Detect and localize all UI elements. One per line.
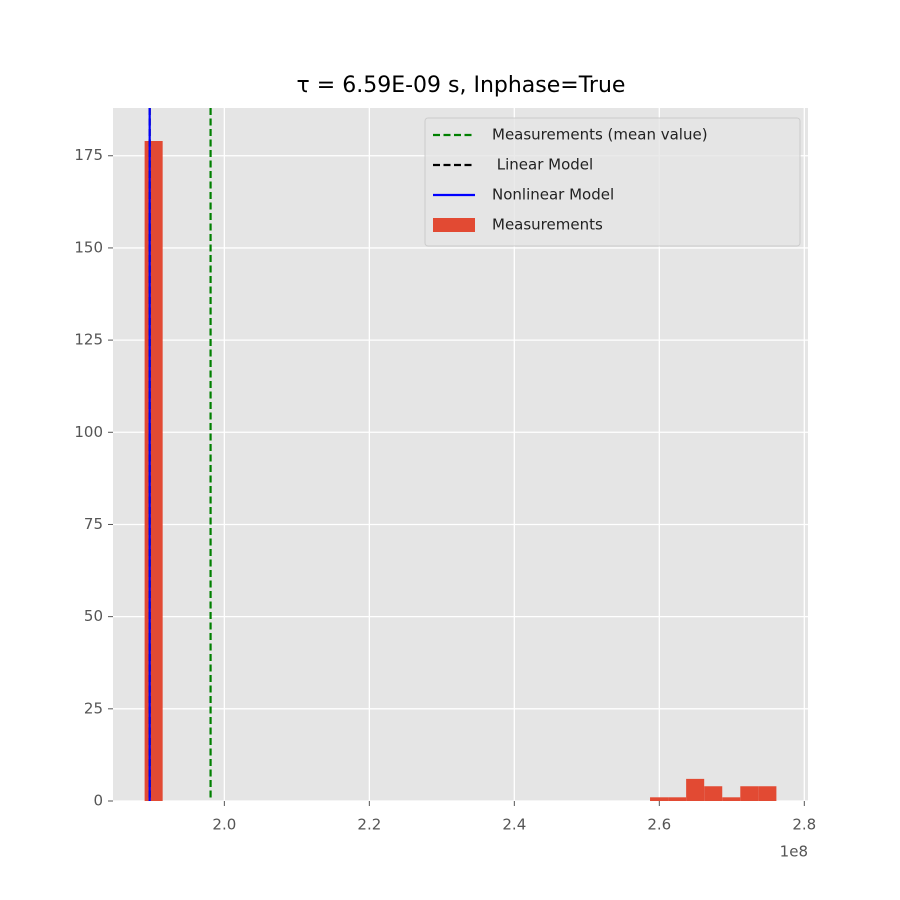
grid (113, 108, 808, 802)
marks (144, 108, 777, 801)
y-tick-label: 125 (74, 331, 103, 349)
chart-title: τ = 6.59E-09 s, Inphase=True (297, 73, 626, 98)
bar (686, 778, 705, 801)
bar (740, 786, 759, 801)
legend-label: Measurements (492, 216, 603, 234)
y-tick-label: 0 (93, 792, 103, 810)
x-offset-label: 1e8 (780, 843, 808, 861)
y-tick-label: 150 (74, 238, 103, 256)
y-tick-label: 50 (84, 607, 103, 625)
legend-label: Measurements (mean value) (492, 126, 708, 144)
legend-box (424, 117, 801, 247)
x-tick-label: 2.2 (357, 816, 381, 834)
y-tick-label: 175 (74, 146, 103, 164)
ticks: 0 25 50 75 100 125 150 175 2.0 2.2 2.4 2.6 2.8 (74, 146, 816, 833)
x-tick-label: 2.8 (792, 816, 816, 834)
bar (650, 797, 669, 801)
legend: Measurements (mean value) Linear Model No… (424, 117, 801, 247)
x-tick-label: 2.6 (647, 816, 671, 834)
x-tick-label: 2.0 (212, 816, 236, 834)
bar (668, 797, 687, 801)
y-tick-label: 25 (84, 699, 103, 717)
bar (144, 141, 163, 801)
bar (722, 797, 741, 801)
y-tick-label: 100 (74, 423, 103, 441)
bar (758, 786, 777, 801)
bar (704, 786, 723, 801)
x-tick-label: 2.4 (502, 816, 526, 834)
legend-label: Linear Model (492, 156, 593, 174)
y-tick-label: 75 (84, 515, 103, 533)
legend-swatch (433, 218, 475, 232)
legend-label: Nonlinear Model (492, 186, 614, 204)
